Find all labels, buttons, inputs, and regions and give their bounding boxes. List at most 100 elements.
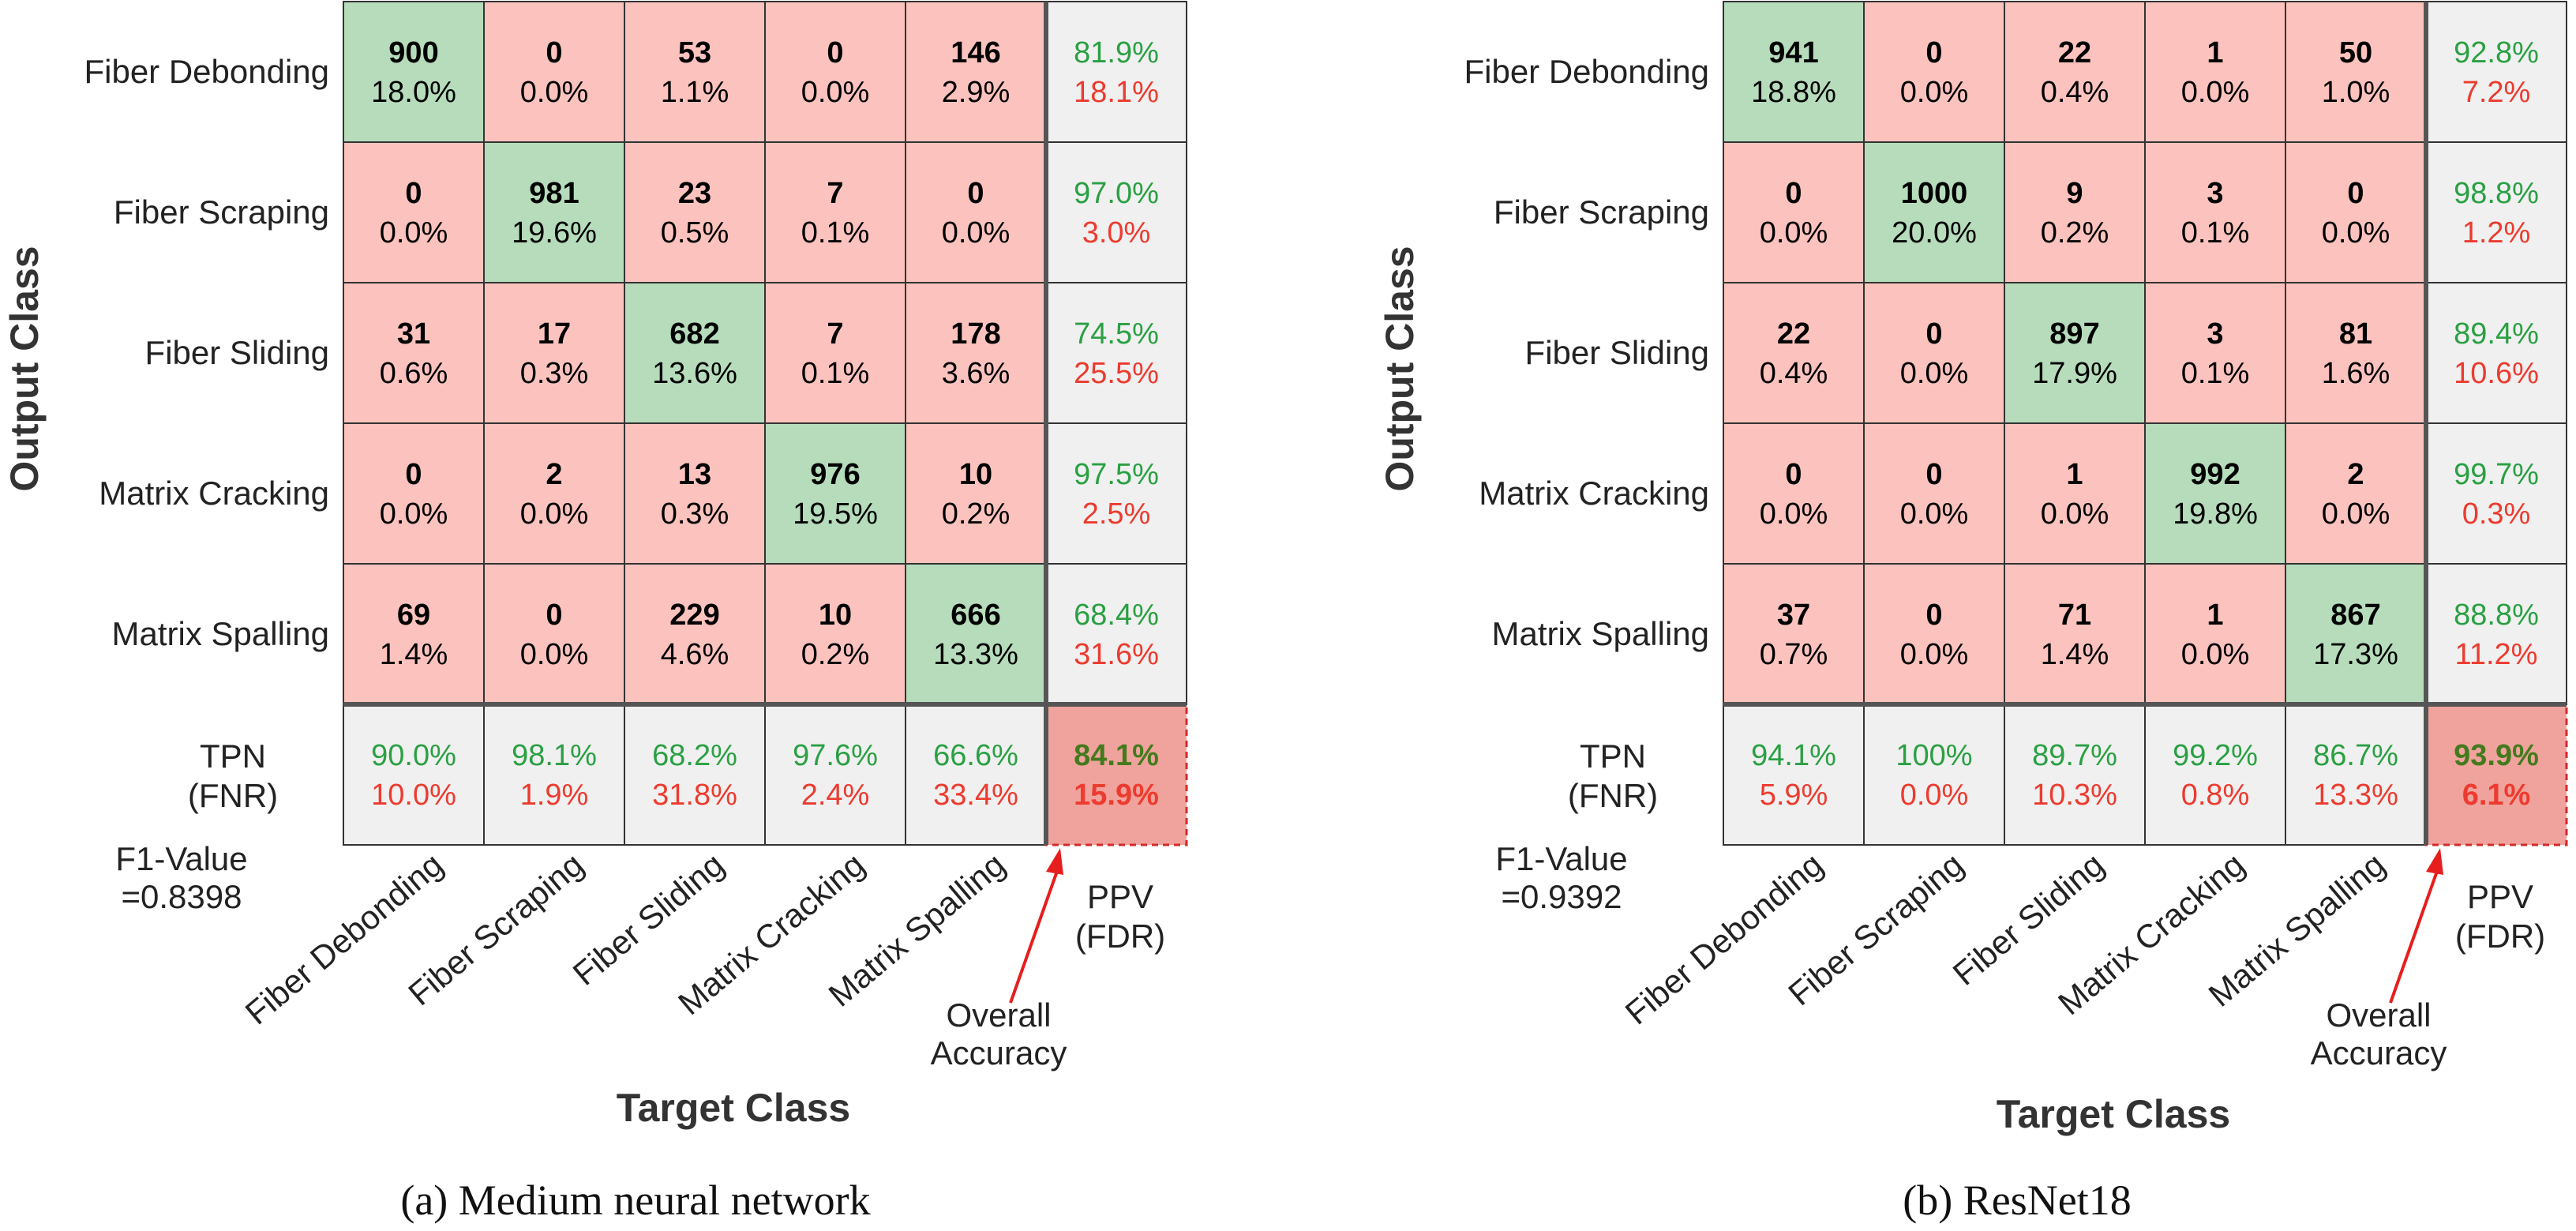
ppv-value: 68.4% (1074, 599, 1159, 632)
row-label: Fiber Sliding (1525, 334, 1709, 371)
matrix-cell (483, 1, 625, 143)
ppv-value: 81.9% (1074, 36, 1159, 69)
cell-percent: 0.0% (942, 216, 1011, 250)
accuracy-annotation: Accuracy (2311, 1034, 2447, 1071)
cell-percent: 0.6% (380, 357, 448, 390)
row-label: Fiber Sliding (145, 334, 329, 371)
cell-percent: 0.0% (520, 638, 589, 671)
ppv-cell (2425, 141, 2567, 283)
matrix-cell (1723, 141, 1865, 283)
cell-count: 3 (2207, 317, 2223, 351)
cell-count: 1000 (1901, 177, 1968, 210)
cell-percent: 0.1% (801, 357, 870, 390)
cell-count: 229 (669, 599, 719, 632)
matrix-cell (2144, 563, 2286, 705)
tpr-value: 90.0% (371, 739, 456, 772)
f1-label: F1-Value (115, 840, 247, 877)
cell-count: 897 (2049, 317, 2099, 351)
cell-count: 0 (1925, 599, 1942, 632)
matrix-cell (343, 141, 485, 283)
cell-count: 7 (827, 317, 843, 351)
cell-count: 900 (388, 36, 438, 69)
tpr-value: 66.6% (933, 739, 1018, 772)
row-label: Fiber Debonding (1464, 53, 1709, 90)
cell-percent: 1.4% (2041, 638, 2109, 671)
ppv-cell (2425, 1, 2567, 143)
fdr-value: 2.5% (1082, 497, 1151, 531)
tpr-cell (624, 704, 766, 846)
cell-percent: 0.0% (2322, 216, 2390, 250)
cell-count: 9 (2066, 177, 2083, 210)
accuracy-arrow-line (1009, 861, 1062, 1004)
cell-count: 2 (2347, 458, 2364, 491)
tpr-value: 99.2% (2173, 739, 2258, 772)
cell-count: 1 (2207, 599, 2223, 632)
matrix-cell (624, 422, 766, 565)
matrix-cell (1863, 422, 2005, 565)
ppv-cell (1045, 563, 1187, 705)
ppv-value: 98.8% (2454, 177, 2539, 210)
matrix-cell (1723, 422, 1865, 565)
matrix-cell (624, 563, 766, 705)
tpr-cell (764, 704, 906, 846)
cell-percent: 13.3% (933, 638, 1018, 671)
fnr-value: 10.0% (371, 779, 456, 812)
matrix-cell (905, 563, 1047, 705)
ppv-value: 97.5% (1074, 458, 1159, 491)
overall-error-value: 15.9% (1074, 779, 1159, 812)
matrix-cell (2144, 282, 2286, 424)
ppv-label: PPV (1087, 878, 1153, 915)
cell-count: 7 (827, 177, 843, 210)
cell-percent: 0.5% (661, 216, 729, 250)
matrix-cell (2004, 282, 2146, 424)
cell-percent: 0.0% (1760, 216, 1828, 250)
ppv-label: PPV (2467, 878, 2533, 915)
ppv-cell (1045, 141, 1187, 283)
y-axis-title: Output Class (2, 246, 47, 491)
matrix-cell (1723, 563, 1865, 705)
tpr-value: 68.2% (652, 739, 737, 772)
overall-accuracy-value: 84.1% (1074, 739, 1159, 772)
fdr-value: 18.1% (1074, 76, 1159, 109)
cell-count: 0 (827, 36, 843, 69)
tpr-cell (1723, 704, 1865, 846)
matrix-cell (483, 282, 625, 424)
matrix-cell (1863, 563, 2005, 705)
overall-annotation: Overall (946, 996, 1051, 1034)
tpr-cell (2004, 704, 2146, 846)
matrix-cell (2285, 282, 2427, 424)
tpr-cell (905, 704, 1047, 846)
matrix-cell (483, 141, 625, 283)
cell-count: 867 (2330, 599, 2380, 632)
tpr-value: 97.6% (793, 739, 878, 772)
fnr-value: 5.9% (1760, 779, 1828, 812)
matrix-cell (483, 563, 625, 705)
cell-count: 146 (951, 36, 1000, 69)
accuracy-arrow-line (2389, 861, 2442, 1004)
cell-percent: 1.0% (2322, 76, 2390, 109)
matrix-cell (764, 563, 906, 705)
cell-count: 0 (1785, 177, 1802, 210)
cell-count: 682 (669, 317, 719, 351)
cell-percent: 0.3% (661, 497, 729, 531)
cell-count: 13 (678, 458, 711, 491)
confusion-matrix-a: 900 18.0% 0 0.0% 53 1.1% 0 0.0% 146 2.9% 0 0.0% 981 1… (2, 1, 1188, 1224)
cell-count: 50 (2339, 36, 2372, 69)
cell-count: 0 (546, 599, 562, 632)
cell-count: 10 (959, 458, 992, 491)
accuracy-arrow-head (2426, 848, 2443, 875)
cell-count: 17 (538, 317, 571, 351)
matrix-cell (2285, 141, 2427, 283)
fnr-value: 1.9% (520, 779, 589, 812)
fdr-label: (FDR) (1075, 918, 1165, 955)
x-axis-title: Target Class (1997, 1092, 2230, 1136)
matrix-cell (2285, 1, 2427, 143)
fdr-value: 31.6% (1074, 638, 1159, 671)
cell-percent: 20.0% (1892, 216, 1977, 250)
matrix-cell (483, 422, 625, 565)
tpr-cell (1863, 704, 2005, 846)
matrix-cell (2285, 422, 2427, 565)
tpr-cell (2144, 704, 2286, 846)
cell-count: 0 (1925, 317, 1942, 351)
cell-count: 0 (546, 36, 562, 69)
